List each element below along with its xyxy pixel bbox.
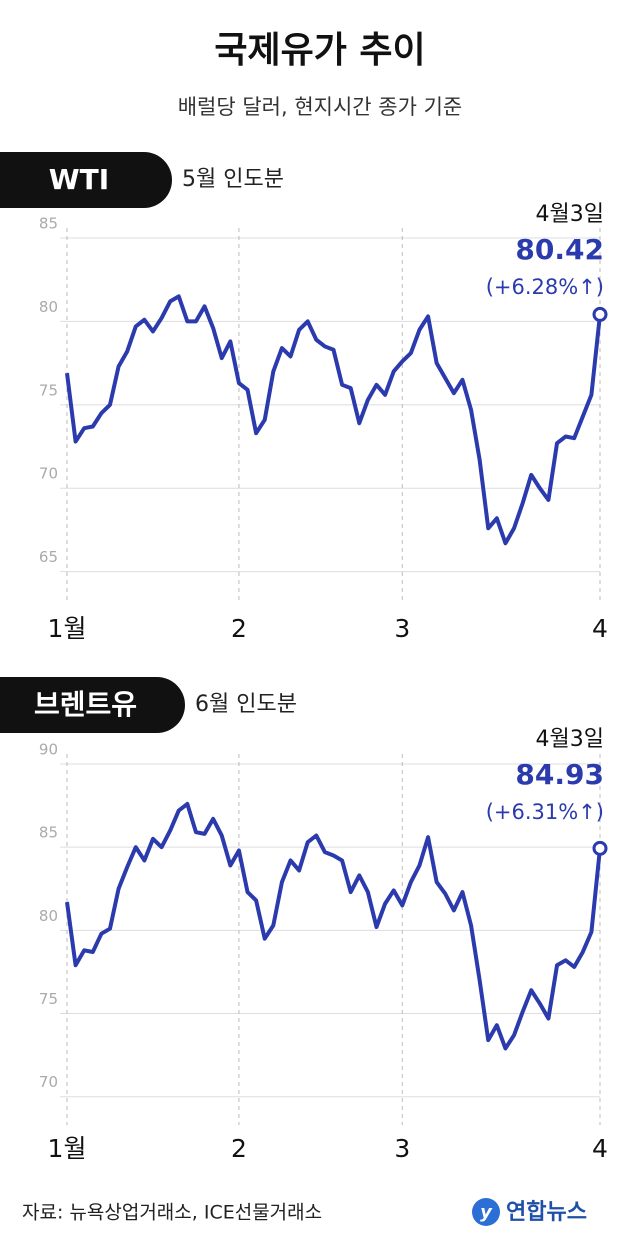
price-line: [65, 801, 602, 1051]
last-value-label: 84.93: [515, 758, 604, 791]
y-tick-label: 80: [39, 907, 58, 925]
logo-mark: y: [480, 1202, 493, 1223]
badge-title: 브렌트유: [34, 688, 137, 721]
x-tick-label: 4: [592, 614, 608, 643]
badge: [0, 677, 185, 733]
badge-subtitle: 5월 인도분: [182, 167, 284, 192]
x-tick-label: 2: [231, 614, 247, 643]
badge: [0, 152, 172, 208]
badge-subtitle: 6월 인도분: [195, 692, 297, 717]
last-value-label: 80.42: [515, 233, 604, 266]
subtitle: 배럴당 달러, 현지시간 종가 기준: [178, 95, 463, 119]
logo-text: 연합뉴스: [506, 1199, 587, 1225]
last-point: [592, 840, 608, 856]
x-tick-label: 2: [231, 1134, 247, 1163]
y-tick-label: 70: [39, 1073, 58, 1091]
x-tick-label: 3: [394, 614, 410, 643]
annotation-date: 4월3일: [536, 727, 604, 752]
y-tick-label: 70: [39, 465, 58, 483]
x-tick-label: 3: [394, 1134, 410, 1163]
y-tick-label: 90: [39, 740, 58, 758]
y-tick-label: 80: [39, 298, 58, 316]
logo-icon: [472, 1198, 500, 1226]
y-tick-label: 85: [39, 824, 58, 842]
title: 국제유가 추이: [214, 30, 425, 71]
y-tick-label: 65: [39, 548, 58, 566]
x-tick-label: 1월: [48, 614, 87, 643]
y-tick-label: 75: [39, 990, 58, 1008]
x-tick-label: 4: [592, 1134, 608, 1163]
source: 자료: 뉴욕상업거래소, ICE선물거래소: [22, 1202, 322, 1224]
y-tick-label: 75: [39, 381, 58, 399]
annotation-change: (+6.28%↑): [486, 275, 604, 299]
price-line: [65, 294, 602, 546]
y-tick-label: 85: [39, 215, 58, 233]
badge-title: WTI: [49, 163, 109, 196]
annotation-date: 4월3일: [536, 202, 604, 227]
x-tick-label: 1월: [48, 1134, 87, 1163]
annotation-change: (+6.31%↑): [486, 800, 604, 824]
last-point: [592, 306, 608, 322]
